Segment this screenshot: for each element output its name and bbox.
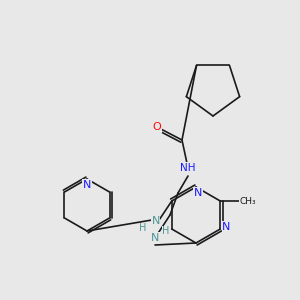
Text: N: N <box>151 233 159 243</box>
Text: O: O <box>153 122 161 132</box>
Text: H: H <box>139 223 147 233</box>
Text: N: N <box>194 188 202 198</box>
Text: NH: NH <box>180 163 196 173</box>
Text: CH₃: CH₃ <box>240 196 256 206</box>
Text: H: H <box>162 226 169 236</box>
Text: N: N <box>83 180 91 190</box>
Text: N: N <box>152 216 160 226</box>
Text: N: N <box>222 222 230 232</box>
